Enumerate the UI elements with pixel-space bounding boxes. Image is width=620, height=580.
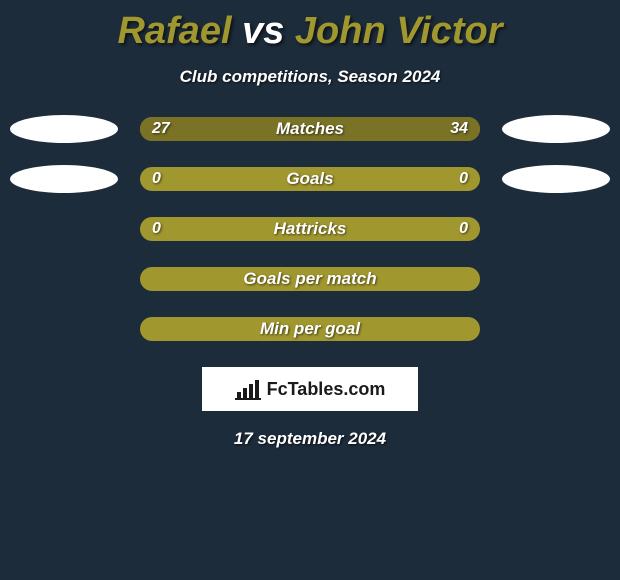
team-badge-left — [10, 165, 118, 193]
bar-chart-icon — [235, 378, 261, 400]
stat-bar: 27 34 Matches — [140, 117, 480, 141]
subtitle: Club competitions, Season 2024 — [0, 67, 620, 87]
date-label: 17 september 2024 — [0, 429, 620, 449]
page-title: Rafael vs John Victor — [0, 0, 620, 53]
stat-bar: Goals per match — [140, 267, 480, 291]
title-player2: John Victor — [295, 10, 503, 52]
bar-value-left: 27 — [152, 120, 170, 138]
bar-label: Min per goal — [260, 319, 360, 339]
bar-value-right: 34 — [450, 120, 468, 138]
bar-label: Matches — [276, 119, 344, 139]
stat-bar: 0 0 Hattricks — [140, 217, 480, 241]
bar-value-right: 0 — [459, 170, 468, 188]
title-player1: Rafael — [117, 10, 231, 52]
bar-value-left: 0 — [152, 220, 161, 238]
stat-row: 0 0 Goals — [0, 165, 620, 193]
team-badge-right — [502, 115, 610, 143]
logo-box: FcTables.com — [202, 367, 418, 411]
stat-row: Goals per match — [0, 265, 620, 293]
team-badge-left — [10, 115, 118, 143]
stat-row: 27 34 Matches — [0, 115, 620, 143]
stat-rows: 27 34 Matches 0 0 Goals 0 0 Hattricks Goals per m… — [0, 115, 620, 343]
title-vs: vs — [242, 10, 284, 52]
bar-label: Goals per match — [243, 269, 376, 289]
team-badge-right — [502, 165, 610, 193]
bar-label: Hattricks — [274, 219, 347, 239]
bar-value-left: 0 — [152, 170, 161, 188]
bar-value-right: 0 — [459, 220, 468, 238]
stat-row: Min per goal — [0, 315, 620, 343]
stat-bar: 0 0 Goals — [140, 167, 480, 191]
stat-row: 0 0 Hattricks — [0, 215, 620, 243]
logo-text: FcTables.com — [267, 379, 386, 400]
bar-label: Goals — [286, 169, 333, 189]
stat-bar: Min per goal — [140, 317, 480, 341]
